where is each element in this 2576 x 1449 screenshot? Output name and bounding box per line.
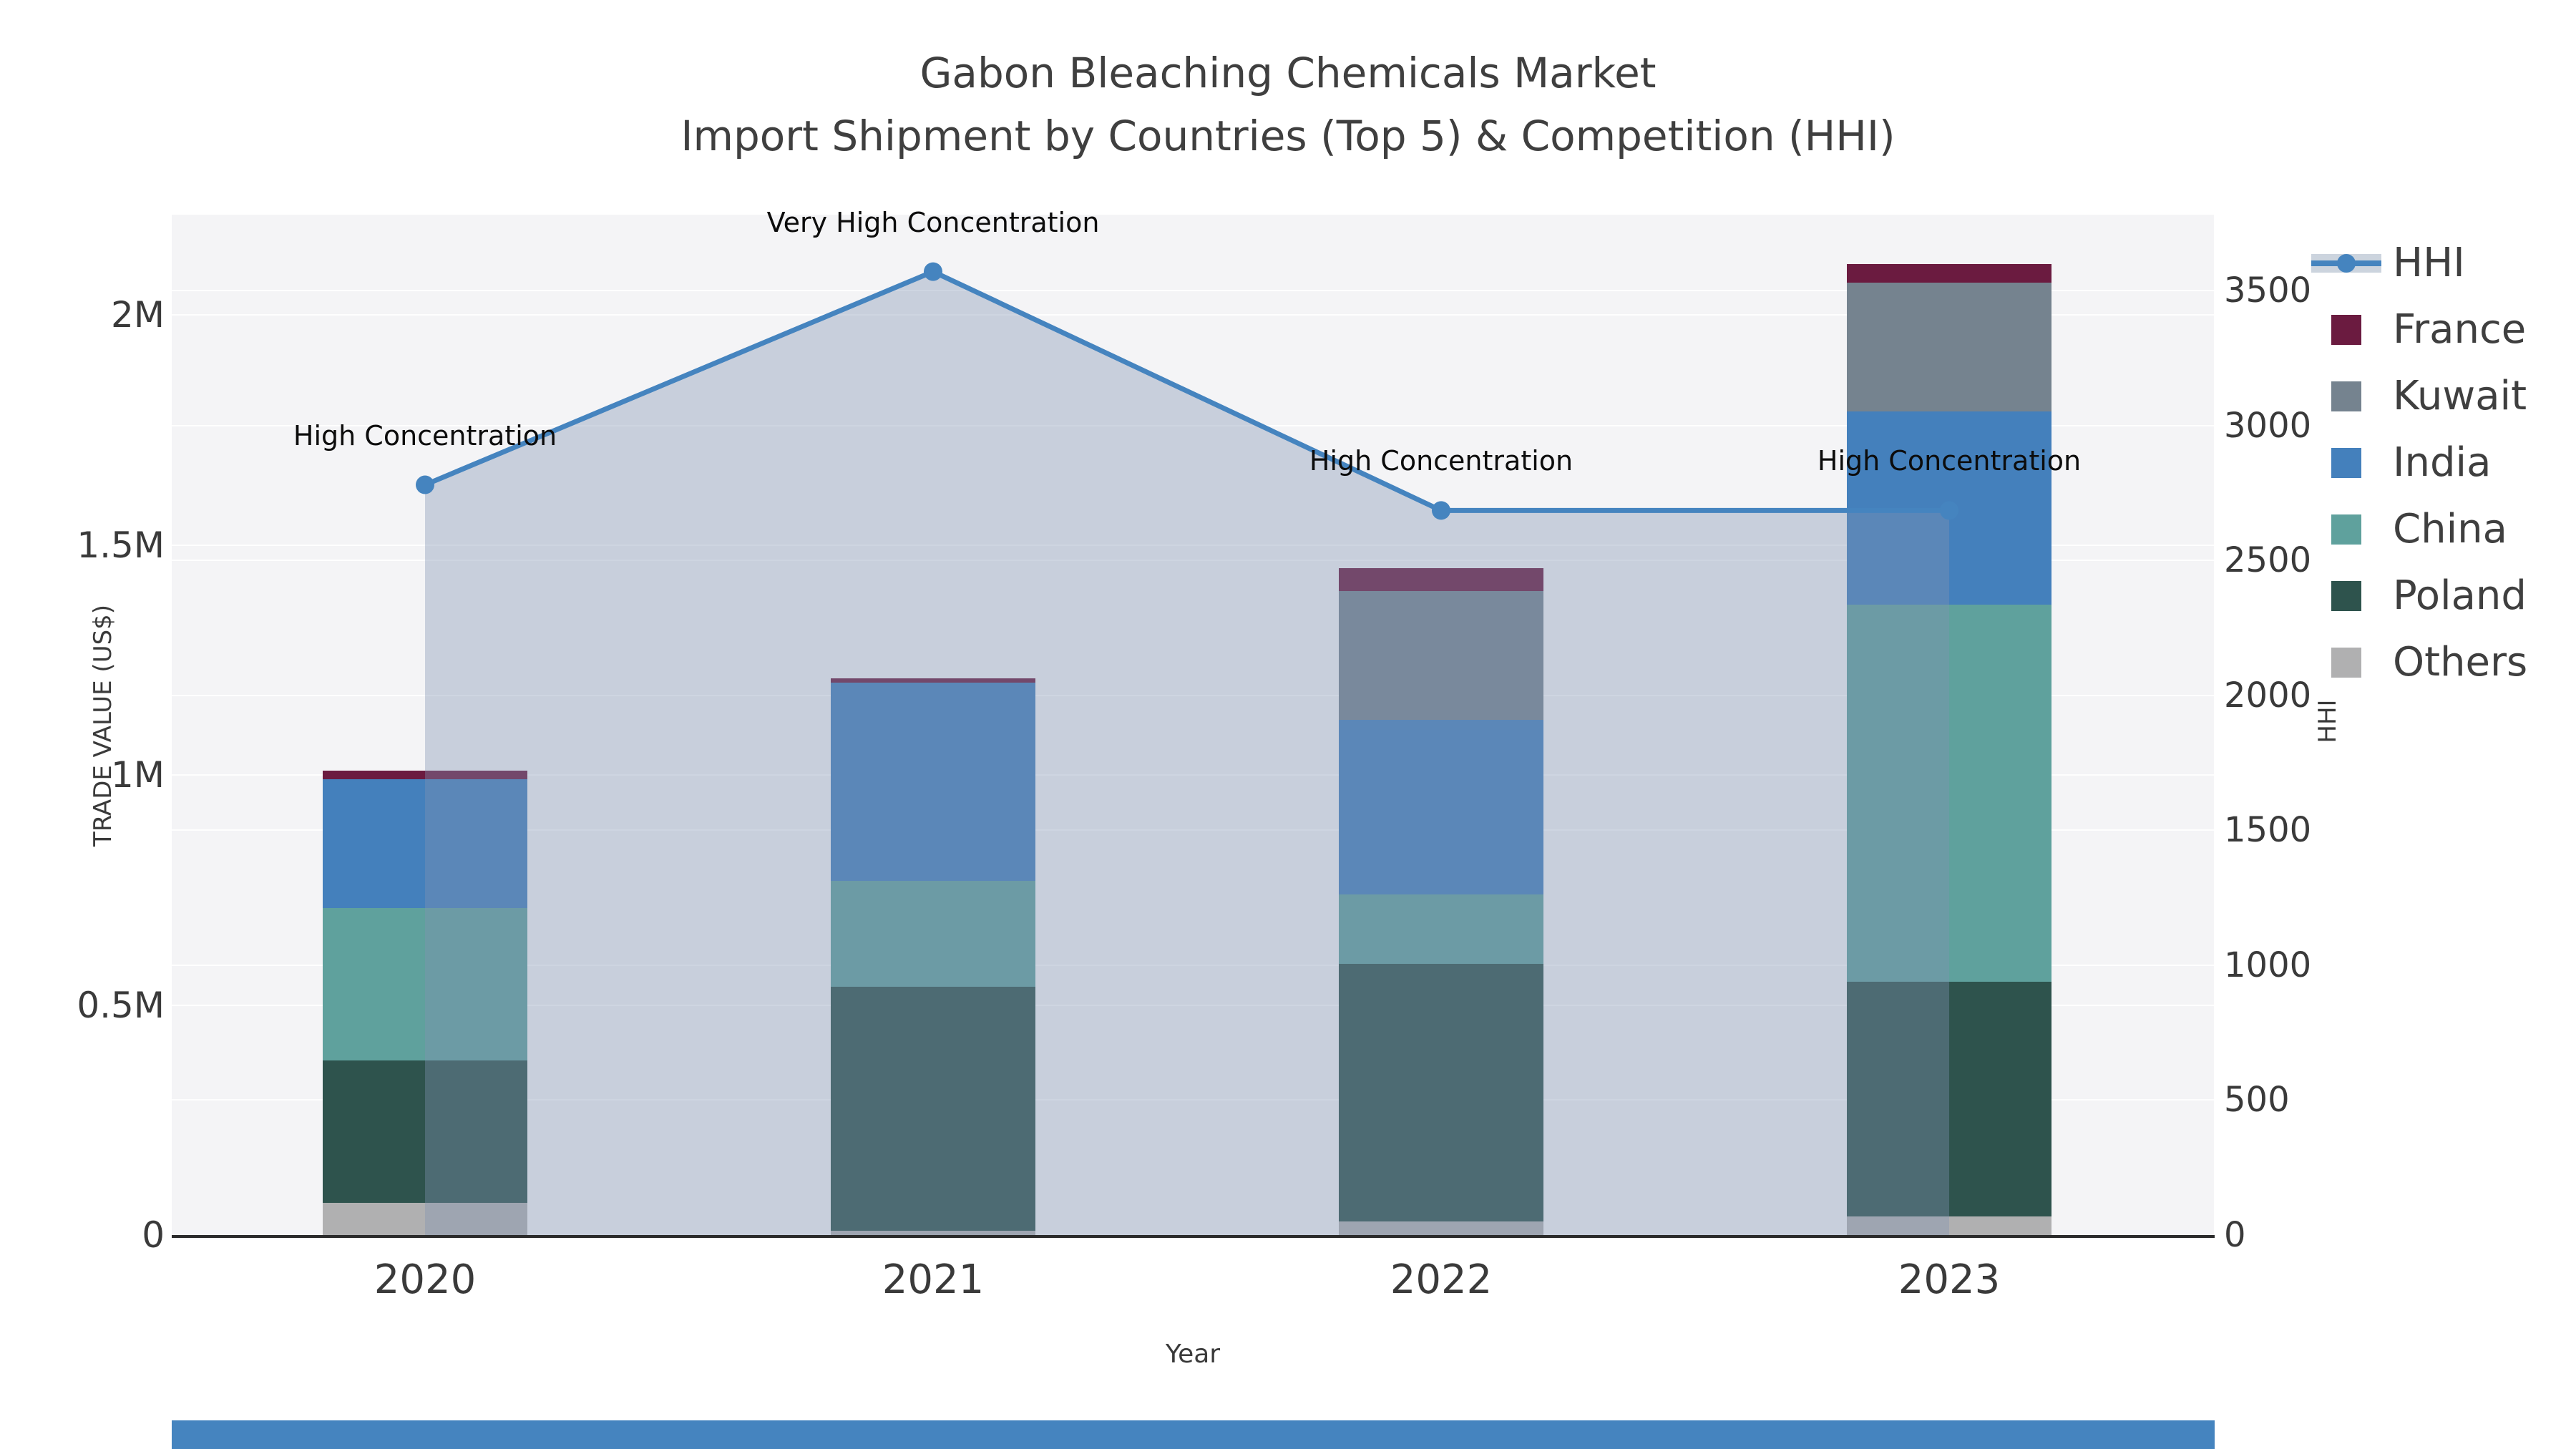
- bar-segment-poland-2023: [1847, 982, 2051, 1217]
- bar-segment-poland-2022: [1339, 963, 1543, 1221]
- left-tick-2M: 2M: [111, 294, 165, 336]
- legend-hhi-marker-icon: [2337, 254, 2356, 273]
- right-tick-2000: 2000: [2224, 675, 2312, 716]
- annotation-2021: Very High Concentration: [766, 206, 1100, 238]
- bar-segment-kuwait-2022: [1339, 590, 1543, 720]
- x-axis-spine: [172, 1235, 2215, 1238]
- left-tick-0.5M: 0.5M: [77, 984, 165, 1026]
- right-tick-3000: 3000: [2224, 405, 2312, 446]
- chart-title: Gabon Bleaching Chemicals Market Import …: [0, 42, 2576, 167]
- legend-swatch-france: [2331, 315, 2361, 345]
- hhi-marker-2022: [1432, 501, 1450, 520]
- gridline-trade-2: [172, 314, 2214, 316]
- gridline-hhi-500: [172, 1099, 2214, 1101]
- bar-segment-china-2020: [323, 908, 527, 1060]
- bar-segment-france-2022: [1339, 567, 1543, 591]
- bar-segment-others-2022: [1339, 1221, 1543, 1235]
- gridline-hhi-1500: [172, 829, 2214, 831]
- gridline-trade-1: [172, 774, 2214, 776]
- legend-label-hhi: HHI: [2393, 240, 2465, 286]
- legend-label-france: France: [2393, 306, 2527, 353]
- gridline-hhi-3500: [172, 290, 2214, 291]
- legend-swatch-india: [2331, 448, 2361, 478]
- legend-swatch-kuwait: [2331, 381, 2361, 411]
- right-tick-1000: 1000: [2224, 945, 2312, 985]
- plot-area: [172, 215, 2214, 1235]
- left-tick-1M: 1M: [111, 754, 165, 796]
- hhi-overlay: [416, 262, 1958, 1235]
- bar-segment-india-2022: [1339, 719, 1543, 895]
- bar-segment-others-2023: [1847, 1216, 2051, 1235]
- legend-swatch-others: [2331, 648, 2361, 678]
- chart-title-line1: Gabon Bleaching Chemicals Market: [919, 49, 1657, 97]
- x-tick-2023: 2023: [1898, 1257, 2001, 1303]
- left-tick-0: 0: [142, 1214, 165, 1256]
- bar-segment-india-2021: [831, 683, 1035, 881]
- legend-label-poland: Poland: [2393, 572, 2527, 619]
- footer-accent-bar: [172, 1420, 2215, 1449]
- gridline-hhi-3000: [172, 424, 2214, 426]
- gridline-hhi-2000: [172, 694, 2214, 696]
- left-tick-1.5M: 1.5M: [77, 524, 165, 566]
- hhi-marker-2020: [416, 475, 434, 494]
- gridline-hhi-2500: [172, 560, 2214, 562]
- bar-segment-poland-2020: [323, 1060, 527, 1203]
- legend-label-kuwait: Kuwait: [2393, 373, 2527, 419]
- bar-segment-china-2021: [831, 880, 1035, 987]
- bar-segment-france-2021: [831, 678, 1035, 683]
- annotation-2023: High Concentration: [1817, 445, 2082, 477]
- annotation-2022: High Concentration: [1309, 445, 1574, 477]
- right-tick-500: 500: [2224, 1080, 2290, 1121]
- bar-segment-others-2020: [323, 1202, 527, 1235]
- bar-segment-india-2020: [323, 779, 527, 909]
- bar-segment-china-2022: [1339, 894, 1543, 964]
- right-tick-0: 0: [2224, 1215, 2246, 1255]
- bar-segment-others-2021: [831, 1230, 1035, 1235]
- hhi-line: [424, 268, 1949, 513]
- x-axis-title: Year: [1165, 1340, 1221, 1369]
- bar-segment-poland-2021: [831, 986, 1035, 1231]
- x-tick-2020: 2020: [374, 1257, 477, 1303]
- x-tick-2022: 2022: [1390, 1257, 1493, 1303]
- legend-label-others: Others: [2393, 639, 2528, 686]
- legend-swatch-poland: [2331, 581, 2361, 611]
- right-tick-1500: 1500: [2224, 810, 2312, 851]
- bar-segment-france-2020: [323, 770, 527, 780]
- bar-segment-france-2023: [1847, 264, 2051, 283]
- legend-swatch-china: [2331, 514, 2361, 545]
- legend-label-india: India: [2393, 439, 2492, 486]
- bar-segment-china-2023: [1847, 605, 2051, 982]
- gridline-trade-0.5: [172, 1004, 2214, 1006]
- chart-title-line2: Import Shipment by Countries (Top 5) & C…: [680, 112, 1896, 160]
- hhi-marker-2023: [1940, 501, 1958, 520]
- x-tick-2021: 2021: [882, 1257, 985, 1303]
- left-axis-title: TRADE VALUE (US$): [89, 604, 117, 847]
- right-tick-3500: 3500: [2224, 270, 2312, 311]
- right-tick-2500: 2500: [2224, 540, 2312, 581]
- gridline-trade-1.5: [172, 544, 2214, 546]
- hhi-area-fill: [425, 271, 1949, 1235]
- gridline-hhi-1000: [172, 964, 2214, 966]
- legend-label-china: China: [2393, 506, 2507, 552]
- annotation-2020: High Concentration: [293, 419, 557, 452]
- bar-segment-kuwait-2023: [1847, 282, 2051, 412]
- hhi-marker-2021: [924, 262, 942, 281]
